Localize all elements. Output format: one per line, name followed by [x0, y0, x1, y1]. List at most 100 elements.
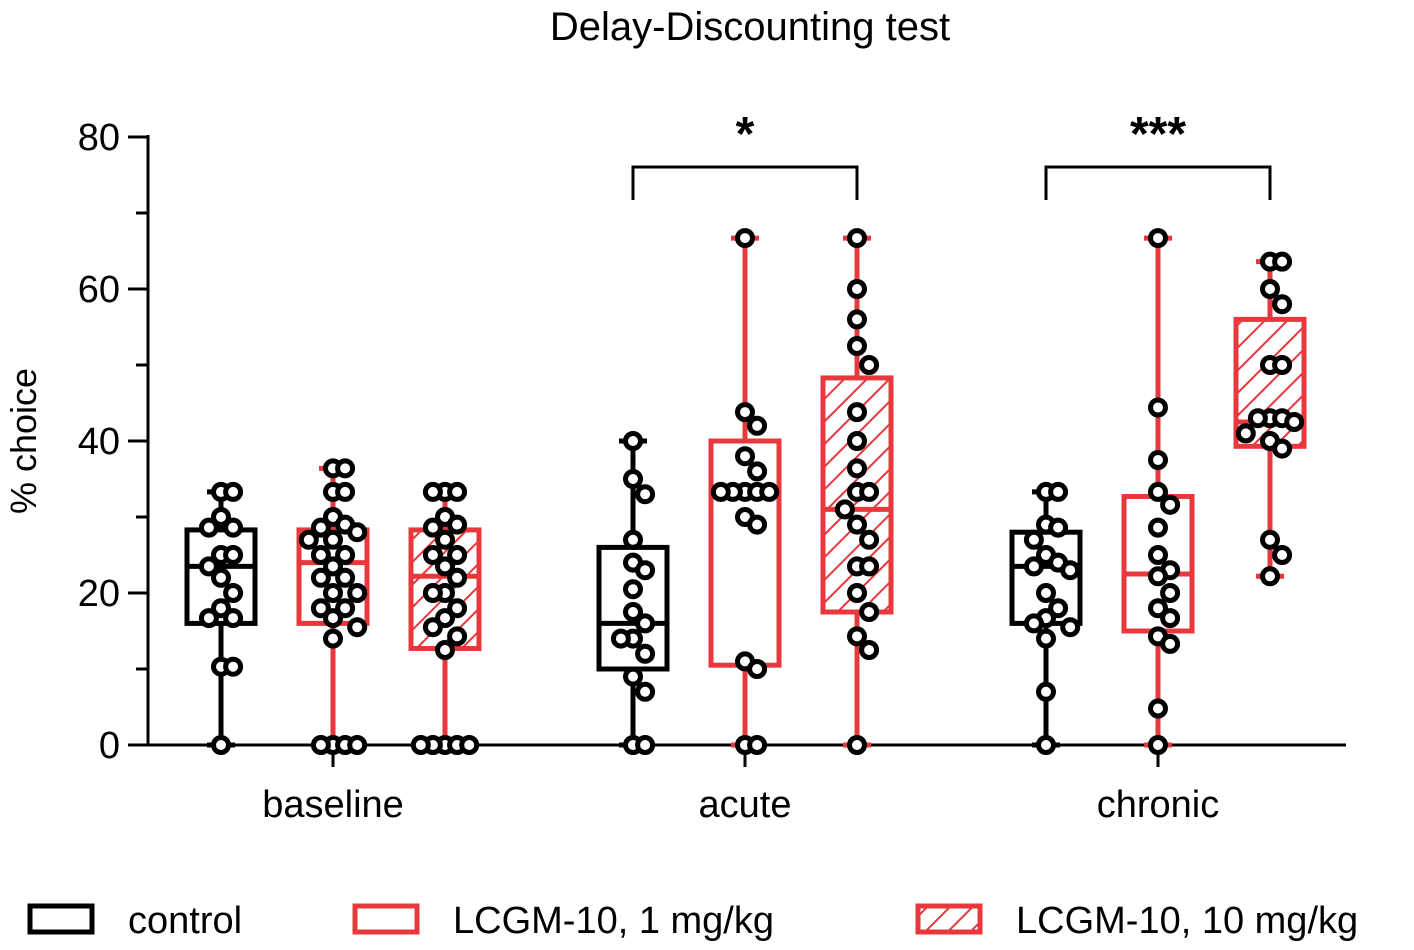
- data-point: [1272, 294, 1293, 315]
- box-iqr: [708, 438, 782, 668]
- data-point: [211, 735, 231, 755]
- x-category-label: chronic: [1097, 784, 1220, 826]
- data-point: [447, 545, 468, 565]
- data-point: [435, 556, 455, 577]
- significance-label: ***: [1130, 108, 1186, 161]
- legend-label: LCGM-10, 10 mg/kg: [1016, 900, 1358, 942]
- data-point: [1148, 566, 1168, 587]
- data-point: [447, 567, 468, 588]
- data-point: [1023, 556, 1044, 577]
- data-point: [847, 458, 867, 479]
- significance-bracket: [631, 165, 859, 200]
- data-point: [1160, 494, 1181, 515]
- data-point: [323, 628, 343, 649]
- data-point: [211, 507, 231, 527]
- data-point: [223, 583, 244, 603]
- box-control-acute: [596, 431, 670, 755]
- data-point: [635, 681, 656, 702]
- data-point: [847, 735, 867, 755]
- data-point: [347, 617, 368, 638]
- data-point: [847, 431, 867, 451]
- data-point: [610, 628, 631, 649]
- data-point: [635, 484, 656, 505]
- box-control-baseline: [184, 481, 258, 755]
- data-point: [335, 545, 356, 565]
- data-point: [223, 608, 244, 629]
- data-point: [859, 602, 880, 622]
- data-point: [759, 481, 780, 502]
- data-point: [323, 529, 343, 550]
- data-point: [211, 598, 231, 619]
- data-point: [447, 598, 468, 619]
- data-point: [1060, 617, 1081, 638]
- y-tick-label: 80: [78, 117, 120, 159]
- data-point: [459, 735, 480, 755]
- data-point: [347, 583, 368, 603]
- data-point: [859, 640, 880, 660]
- data-point: [1148, 481, 1168, 502]
- legend-label: control: [128, 900, 242, 942]
- data-point: [847, 309, 867, 330]
- legend-item: LCGM-10, 10 mg/kg: [915, 900, 1358, 942]
- data-point: [847, 279, 867, 299]
- data-point: [298, 529, 319, 550]
- data-point: [1036, 583, 1056, 603]
- data-point: [310, 545, 331, 565]
- data-point: [747, 659, 768, 679]
- data-point: [623, 602, 643, 622]
- data-point: [310, 567, 331, 588]
- box-lcgm-10-10-mg-kg-acute: [820, 228, 894, 755]
- box-lcgm-10-1-mg-kg-acute: [708, 228, 782, 755]
- data-point: [335, 567, 356, 588]
- data-point: [1148, 545, 1168, 565]
- data-point: [847, 626, 867, 647]
- data-point: [198, 556, 219, 577]
- data-point: [1036, 735, 1056, 755]
- data-point: [1247, 408, 1268, 429]
- data-point: [1160, 583, 1181, 603]
- data-point: [735, 402, 755, 423]
- data-point: [635, 560, 656, 581]
- data-point: [710, 481, 731, 502]
- box-groups: [184, 228, 1307, 755]
- legend-swatch: [915, 903, 983, 935]
- data-point: [1272, 438, 1293, 459]
- x-category-label: acute: [699, 784, 792, 826]
- data-point: [435, 640, 455, 660]
- data-point: [847, 402, 867, 423]
- data-point: [422, 617, 443, 638]
- data-point: [1148, 228, 1168, 249]
- data-point: [735, 446, 755, 467]
- data-point: [1060, 560, 1081, 581]
- data-point: [1148, 598, 1168, 619]
- axes: 0 20 40 60 80 baseline acute chronic: [78, 117, 1346, 826]
- data-point: [834, 499, 855, 520]
- box-lcgm-10-10-mg-kg-chronic: [1233, 251, 1307, 587]
- y-tick-label: 20: [78, 573, 120, 615]
- box-control-chronic: [1009, 481, 1083, 755]
- y-tick-label: 60: [78, 269, 120, 311]
- data-point: [747, 735, 768, 755]
- data-point: [747, 415, 768, 436]
- chart-title: Delay-Discounting test: [550, 5, 950, 49]
- legend-item: LCGM-10, 1 mg/kg: [352, 900, 774, 942]
- data-point: [859, 481, 880, 502]
- data-point: [1148, 397, 1168, 418]
- data-point: [310, 517, 331, 538]
- data-point: [635, 735, 656, 755]
- data-point: [859, 355, 880, 375]
- data-point: [1023, 613, 1044, 634]
- data-point: [1148, 698, 1168, 719]
- data-point: [1023, 529, 1044, 550]
- data-point: [623, 579, 643, 600]
- data-point: [859, 529, 880, 550]
- data-point: [310, 735, 331, 755]
- data-point: [847, 514, 867, 535]
- data-point: [422, 545, 443, 565]
- data-point: [347, 522, 368, 543]
- x-category-label: baseline: [262, 784, 404, 826]
- data-point: [211, 567, 231, 588]
- data-point: [198, 517, 219, 538]
- data-point: [847, 228, 867, 249]
- data-point: [323, 556, 343, 577]
